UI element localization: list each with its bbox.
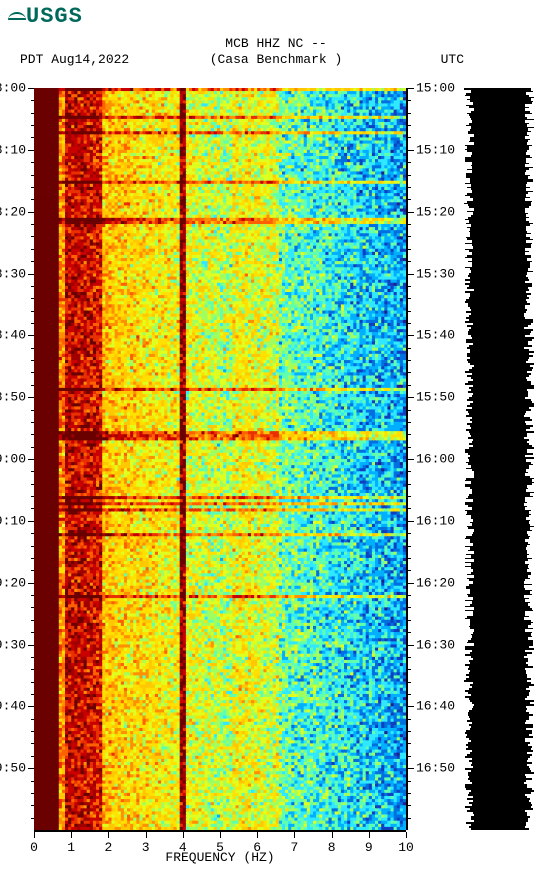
usgs-wave-icon [8,8,26,24]
y-axis-left-pdt: 08:0008:1008:2008:3008:4008:5009:0009:10… [0,88,36,830]
y-right-tick-label: 16:10 [416,513,455,528]
spectrogram-plot [34,88,406,830]
y-left-tick-label: 09:30 [0,637,26,652]
y-left-tick-label: 09:40 [0,699,26,714]
y-right-tick-label: 15:20 [416,204,455,219]
y-left-tick-label: 08:50 [0,390,26,405]
usgs-logo-text: USGS [26,4,83,29]
y-axis-right-utc: 15:0015:1015:2015:3015:4015:5016:0016:10… [406,88,442,830]
waveform-strip [464,88,534,830]
y-right-tick-label: 15:50 [416,390,455,405]
y-right-tick-label: 15:40 [416,328,455,343]
usgs-logo: USGS [8,4,83,29]
y-left-tick-label: 09:10 [0,513,26,528]
header-line1: MCB HHZ NC -- [0,36,552,52]
y-left-tick-label: 08:20 [0,204,26,219]
y-left-tick-label: 08:30 [0,266,26,281]
y-left-tick-label: 08:40 [0,328,26,343]
y-right-tick-label: 15:30 [416,266,455,281]
y-left-tick-label: 09:50 [0,761,26,776]
y-left-tick-label: 08:00 [0,81,26,96]
spectrogram-canvas [34,88,406,830]
y-right-tick-label: 16:20 [416,575,455,590]
y-right-tick-label: 16:50 [416,761,455,776]
header-right: UTC [441,52,464,67]
y-right-tick-label: 15:00 [416,81,455,96]
y-right-tick-label: 16:40 [416,699,455,714]
header-left: PDT Aug14,2022 [20,52,129,67]
y-right-tick-label: 15:10 [416,142,455,157]
y-left-tick-label: 09:20 [0,575,26,590]
y-right-tick-label: 16:30 [416,637,455,652]
y-left-tick-label: 09:00 [0,452,26,467]
y-left-tick-label: 08:10 [0,142,26,157]
y-right-tick-label: 16:00 [416,452,455,467]
x-axis-label: FREQUENCY (HZ) [34,850,406,865]
